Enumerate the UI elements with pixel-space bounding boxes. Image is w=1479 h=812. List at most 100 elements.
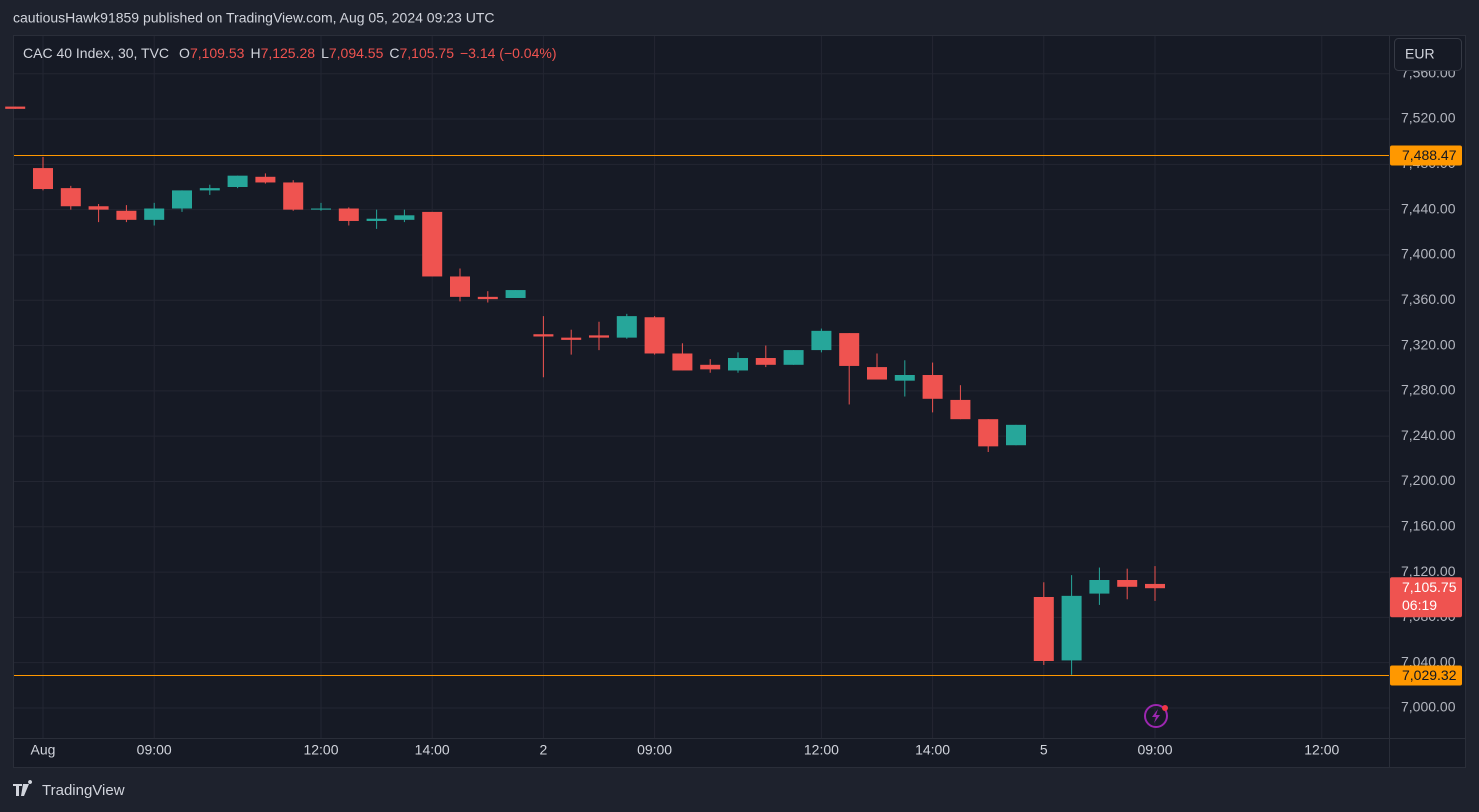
ohlc-key: C — [389, 45, 399, 61]
candle-body — [589, 335, 609, 338]
x-tick-label: 14:00 — [915, 742, 950, 758]
symbol: CAC 40 Index, 30, TVC — [23, 45, 169, 61]
ohlc-value: 7,125.28 — [261, 45, 316, 61]
price-label: 7,029.32 — [1402, 667, 1457, 683]
candle-body — [422, 211, 443, 277]
candle-body — [394, 215, 415, 220]
y-tick-label: 7,000.00 — [1401, 699, 1456, 715]
publish-line: cautiousHawk91859 published on TradingVi… — [13, 10, 495, 26]
candle-body — [811, 330, 832, 351]
candle-body — [783, 350, 804, 365]
candle-body — [33, 168, 53, 190]
candle-body — [561, 337, 582, 340]
y-tick-label: 7,320.00 — [1401, 336, 1456, 352]
y-tick-label: 7,240.00 — [1401, 427, 1456, 443]
candle-body — [505, 290, 526, 298]
x-tick-label: 12:00 — [1304, 742, 1339, 758]
x-tick-label: 12:00 — [804, 742, 839, 758]
candle-body — [922, 375, 943, 399]
last-price-label: 7,105.75 — [1402, 579, 1457, 595]
price-axis: 7,000.007,040.007,080.007,120.007,160.00… — [1390, 64, 1462, 715]
currency-button-box[interactable] — [1394, 38, 1462, 71]
icon-dot[interactable] — [1162, 705, 1168, 711]
icon-ring[interactable] — [1144, 704, 1168, 728]
last-price-box — [1390, 577, 1462, 618]
plot-area — [5, 106, 1389, 676]
candle-body — [728, 358, 748, 371]
candle-body — [867, 367, 887, 380]
candle-body — [311, 208, 331, 210]
header: CAC 40 Index, 30, TVC O7,109.53 H7,125.28 L… — [23, 45, 557, 61]
price-label: 7,488.47 — [1402, 147, 1457, 163]
candle-body — [60, 188, 81, 207]
y-tick-label: 7,400.00 — [1401, 246, 1456, 262]
x-tick-label: 2 — [540, 742, 548, 758]
price-label-box — [1390, 145, 1462, 166]
logo-mark — [13, 780, 33, 796]
candle-body — [116, 210, 137, 220]
candle-body — [755, 358, 776, 365]
currency-label[interactable]: EUR — [1405, 46, 1435, 62]
candle-body — [199, 188, 220, 191]
y-tick-label: 7,520.00 — [1401, 110, 1456, 126]
candle-body — [1089, 580, 1110, 594]
candle-body — [255, 176, 276, 183]
y-tick-label: 7,160.00 — [1401, 517, 1456, 533]
candle-body — [477, 296, 498, 300]
candle-body — [839, 333, 860, 366]
y-tick-label: 7,120.00 — [1401, 563, 1456, 579]
candle-body — [672, 353, 693, 371]
y-tick-label: 7,040.00 — [1401, 653, 1456, 669]
countdown-label: 06:19 — [1402, 597, 1437, 613]
candle-body — [227, 175, 248, 187]
candle-body — [338, 208, 359, 221]
y-tick-label: 7,440.00 — [1401, 200, 1456, 216]
candle-body — [616, 316, 637, 338]
x-tick-label: 09:00 — [1137, 742, 1172, 758]
x-tick-label: 12:00 — [303, 742, 338, 758]
y-tick-label: 7,200.00 — [1401, 472, 1456, 488]
candle-body — [5, 106, 26, 109]
candle-body — [172, 190, 192, 209]
candle-body — [950, 399, 971, 420]
footer-brand: TradingView — [42, 782, 125, 799]
candle-body — [978, 419, 999, 447]
candle-body — [894, 375, 915, 381]
candle-body — [283, 182, 304, 210]
y-tick-label: 7,360.00 — [1401, 291, 1456, 307]
ohlc-key: L — [321, 45, 329, 61]
candle-body — [1033, 596, 1054, 661]
chart-panel — [13, 35, 1466, 768]
x-tick-label: 09:00 — [637, 742, 672, 758]
change: −3.14 (−0.04%) — [460, 45, 557, 61]
x-tick-label: 09:00 — [137, 742, 172, 758]
x-tick-label: 5 — [1040, 742, 1048, 758]
candle-body — [144, 208, 165, 220]
candle-body — [1061, 595, 1082, 661]
ohlc-header: CAC 40 Index, 30, TVC O7,109.53 H7,125.28 L… — [23, 45, 557, 61]
y-tick-label: 7,280.00 — [1401, 382, 1456, 398]
candle-body — [1117, 580, 1138, 587]
candle-body — [644, 317, 665, 354]
ohlc-key: O — [179, 45, 190, 61]
currency-button[interactable]: EUR — [1394, 38, 1462, 71]
candle-body — [533, 334, 554, 337]
lightning-icon[interactable] — [1144, 704, 1168, 728]
ohlc-value: 7,105.75 — [399, 45, 454, 61]
ohlc-value: 7,094.55 — [329, 45, 384, 61]
candle-body — [450, 276, 470, 297]
candle-body — [1006, 424, 1026, 446]
candle-body — [700, 364, 721, 370]
candle-body — [1145, 583, 1165, 589]
x-tick-label: 14:00 — [415, 742, 450, 758]
ohlc-value: 7,109.53 — [190, 45, 245, 61]
footer-logo: TradingView — [13, 780, 125, 799]
ohlc-key: H — [250, 45, 260, 61]
x-tick-label: Aug — [31, 742, 56, 758]
candle-body — [366, 218, 387, 221]
icon-bolt[interactable] — [1152, 709, 1160, 723]
grid — [14, 36, 1389, 738]
candle-body — [88, 206, 109, 210]
